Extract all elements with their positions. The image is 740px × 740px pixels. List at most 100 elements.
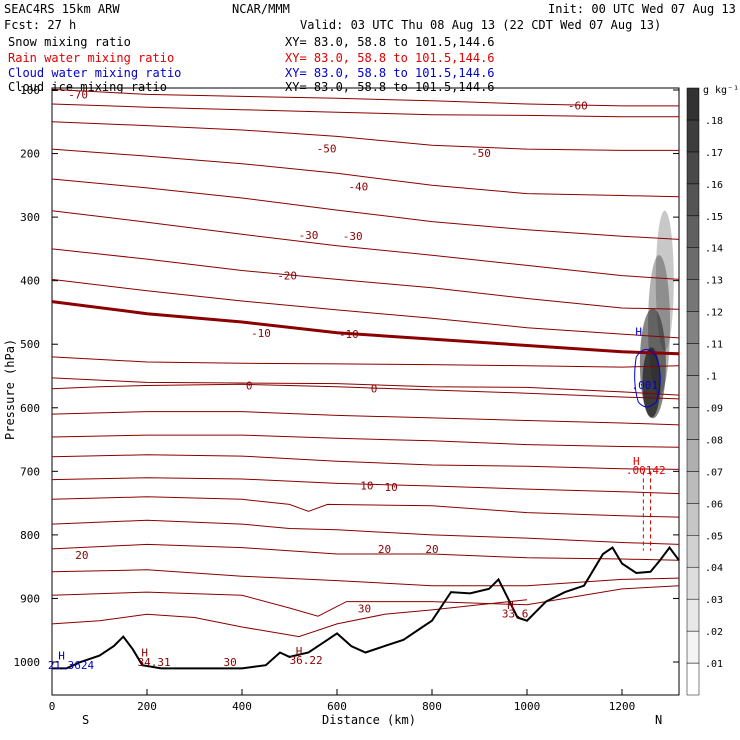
y-tick-label-1: 200 [20,148,40,161]
legend-snow-label: Snow mixing ratio [8,35,131,49]
isotherm-label-12: 10 [360,479,373,492]
terrain-layer [52,545,680,670]
legend-cloud-water-xy: XY= 83.0, 58.8 to 101.5,144.6 [285,66,495,80]
extremum-mark-1: 21.3624 [48,659,95,672]
isotherm-line-18 [51,543,680,561]
valid-time: Valid: 03 UTC Thu 08 Aug 13 (22 CDT Wed … [300,18,661,32]
isotherm-label-8: -10 [251,327,271,340]
legend-cloud-ice-xy: XY= 83.0, 58.8 to 101.5,144.6 [285,80,495,94]
colorbar-tick-13: .14 [705,244,723,255]
y-tick-label-3: 400 [20,275,40,288]
colorbar-tick-14: .15 [705,212,723,223]
extremum-mark-11: .00142 [626,464,666,477]
legend: Snow mixing ratio XY= 83.0, 58.8 to 101.… [8,35,495,94]
colorbar-cell-8 [686,407,700,440]
colorbar-unit: g kg⁻¹ [703,85,739,96]
isotherm-label-3: -50 [471,147,491,160]
extremum-mark-5: 36.22 [290,654,323,667]
isotherm-line-5 [51,210,680,280]
ice-shade-0 [655,210,674,351]
ice-shading [639,210,674,419]
isotherm-label-5: -30 [299,229,319,242]
colorbar-cell-12 [686,279,700,312]
isotherm-line-16 [51,496,680,518]
isotherm-label-0: -70 [68,88,88,101]
colorbar-cell-2 [686,598,700,632]
extremum-mark-2: H [141,646,148,659]
extremum-mark-7: 33.6 [502,608,529,621]
isotherm-line-3 [51,148,680,198]
init-time: Init: 00 UTC Wed 07 Aug 13 [548,2,736,16]
isotherm-label-7: -20 [277,270,297,283]
isotherm-line-6 [51,248,680,310]
south-label: S [82,713,89,727]
isotherm-line-8 [51,300,680,356]
colorbar-cell-14 [686,215,700,248]
colorbar-tick-17: .18 [705,116,723,127]
colorbar-tick-1: .02 [705,627,723,638]
model-title: SEAC4RS 15km ARW [4,2,120,16]
isotherm-line-21 [51,599,528,638]
x-axis: 0 200 400 600 800 1000 1200 [49,689,635,713]
legend-cloud-water-label: Cloud water mixing ratio [8,66,181,80]
y-tick-label-9: 1000 [14,656,41,669]
isotherm-label-2: -50 [317,142,337,155]
extremum-mark-4: H [296,645,303,658]
isotherm-line-9 [51,356,680,368]
isotherm-line-20 [51,585,680,617]
extremum-mark-8: H [635,326,642,339]
x-tick-label-2: 400 [232,700,252,713]
isotherm-label-13: 10 [385,481,398,494]
extremum-mark-3: 34.31 [138,656,171,669]
isotherm-label-15: 20 [378,543,391,556]
colorbar-tick-7: .08 [705,435,723,446]
x-tick-label-0: 0 [49,700,56,713]
y-tick-label-5: 600 [20,402,40,415]
colorbar-tick-0: .01 [705,659,723,670]
isotherm-labels: -70 -60 -50 -50 -40 -30 -30 -20 -10 -10 0 0 10 10 20 20… [68,88,588,669]
isotherm-line-4 [51,178,680,240]
x-axis-label: Distance (km) [322,713,416,727]
isotherm-label-14: 20 [75,549,88,562]
colorbar-tick-12: .13 [705,276,723,287]
isotherm-line-13 [51,434,680,448]
colorbar-tick-8: .09 [705,403,723,414]
colorbar-tick-11: .12 [705,308,723,319]
colorbar-cell-16 [686,151,700,185]
colorbar-cell-9 [686,375,700,408]
colorbar-tick-6: .07 [705,467,723,478]
colorbar-cell-1 [686,630,700,664]
rain-water-contour [642,471,651,551]
colorbar-cell-13 [686,247,700,280]
plot-frame [51,87,680,696]
isotherm-line-14 [51,454,680,470]
colorbar-tick-2: .03 [705,595,723,606]
isotherm-line-10 [51,377,680,396]
colorbar-cell-0 [686,662,700,696]
extremum-mark-0: H [58,650,65,663]
isotherm-line-0 [51,88,679,107]
colorbar-tick-9: .1 [705,372,717,383]
y-tick-label-8: 900 [20,592,40,605]
colorbar-tick-10: .11 [705,340,723,351]
colorbar-cell-10 [686,343,700,376]
isotherm-line-2 [51,121,679,151]
y-axis-label: Pressure (hPa) [3,339,17,440]
isotherm-line-7 [51,278,680,339]
isotherm-line-17 [51,519,680,545]
colorbar-tick-15: .16 [705,180,723,191]
y-tick-label-0: 100 [20,84,40,97]
colorbar-tick-16: .17 [705,148,723,159]
colorbar-tick-5: .06 [705,499,723,510]
extremum-mark-6: H [507,599,514,612]
y-tick-label-2: 300 [20,211,40,224]
isotherm-label-10: 0 [246,380,253,393]
colorbar-cell-7 [686,439,700,472]
isotherm-line-19 [51,569,680,587]
isotherm-layer [51,88,680,638]
extremum-mark-10: H [633,455,640,468]
extremum-mark-9: .001 [632,379,659,392]
